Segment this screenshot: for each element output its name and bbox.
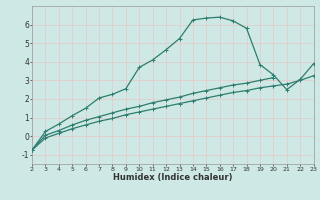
X-axis label: Humidex (Indice chaleur): Humidex (Indice chaleur) bbox=[113, 173, 233, 182]
